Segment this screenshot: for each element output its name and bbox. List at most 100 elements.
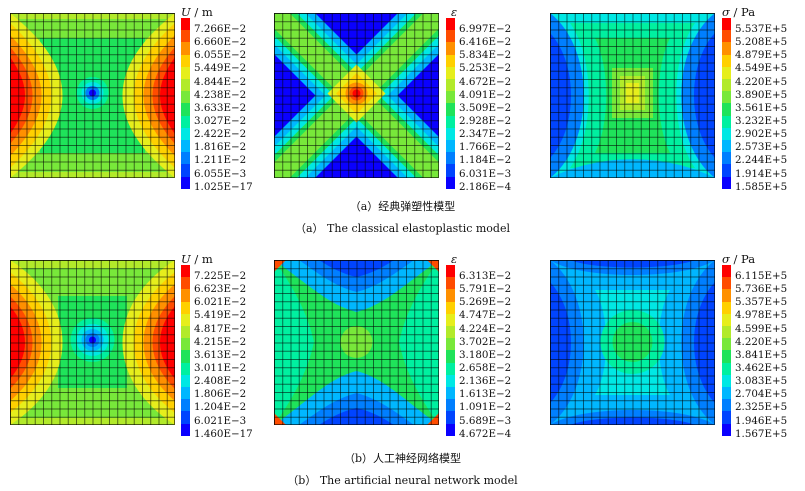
legend-tick-label: 3.462E+5 [735,361,788,374]
legend-swatch [181,313,190,327]
legend-swatch [181,140,190,153]
legend-tick-label: 6.313E−2 [459,270,512,282]
legend-swatch [722,140,731,153]
legend-a-displacement: U / m 7.266E−2 6.660E−2 6.055E−2 5.449E−2 4.… [181,5,261,192]
legend-swatch [446,54,455,68]
legend-swatch [446,338,455,351]
legend-tick-label: 6.031E−3 [459,167,512,180]
caption-b-chinese: （b）人工神经网络模型 [343,452,462,465]
legend-tick-label: 3.561E+5 [735,101,788,114]
legend-swatch [181,127,190,141]
legend-tick-label: 6.021E−2 [194,296,247,309]
legend-swatch [446,91,455,104]
legend-swatch [722,42,731,56]
legend-swatch [722,277,731,290]
legend-tick-label: 3.232E+5 [735,114,788,127]
legend-swatch [722,362,731,376]
legend-tick-label: 2.325E+5 [735,401,788,414]
legend-swatch [722,30,731,43]
legend-swatch [722,127,731,141]
legend-tick-label: 2.928E−2 [459,114,512,127]
caption-b-english: （b） The artificial neural network model [287,474,518,487]
legend-swatch [722,313,731,327]
legend-b-displacement: U / m 7.225E−2 6.623E−2 6.021E−2 5.419E−2 4.… [181,252,261,439]
legend-tick-label: 1.211E−2 [194,154,247,167]
legend-tick-label: 2.186E−4 [459,180,512,193]
legend-swatch [722,350,731,364]
legend-title: U / m [181,252,213,266]
legend-tick-label: 6.416E−2 [459,36,512,49]
legend-tick-label: 2.658E−2 [459,361,512,374]
legend-swatch [722,423,731,437]
legend-swatch [181,152,190,165]
legend-swatch [181,54,190,68]
legend-swatch [181,374,190,388]
legend-swatch [446,30,455,43]
legend-tick-label: 4.091E−2 [459,88,512,101]
legend-swatch [446,362,455,376]
legend-swatch [722,326,731,339]
legend-tick-label: 1.091E−2 [459,401,512,414]
legend-swatch [722,152,731,165]
legend-swatch [181,265,190,278]
legend-tick-label: 5.834E−2 [459,49,512,62]
legend-swatch [181,289,190,303]
legend-tick-label: 5.253E−2 [459,62,512,75]
legend-swatch [446,164,455,178]
legend-swatch [722,79,731,92]
legend-swatch [722,164,731,178]
legend-tick-label: 4.599E+5 [735,322,788,335]
legend-tick-label: 1.204E−2 [194,401,247,414]
legend-tick-label: 1.816E−2 [194,141,247,154]
legend-tick-label: 3.509E−2 [459,101,512,114]
legend-swatch [722,54,731,68]
legend-tick-label: 5.449E−2 [194,62,247,75]
legend-tick-label: 4.672E−2 [459,75,512,88]
legend-swatch [722,176,731,190]
legend-swatch [181,362,190,376]
legend-tick-label: 2.422E−2 [194,128,247,141]
legend-tick-label: 4.215E−2 [194,335,247,348]
legend-tick-label: 1.806E−2 [194,388,247,401]
legend-swatch [446,301,455,315]
legend-tick-label: 6.115E+5 [735,270,788,282]
legend-tick-label: 4.224E−2 [459,322,512,335]
legend-swatch [722,338,731,351]
legend-swatch [181,399,190,412]
legend-swatch [446,140,455,153]
legend-tick-label: 4.672E−4 [459,427,512,440]
legend-tick-label: 3.633E−2 [194,101,247,114]
legend-tick-label: 4.747E−2 [459,309,512,322]
legend-tick-label: 3.011E−2 [194,361,247,374]
legend-tick-label: 4.220E+5 [735,75,788,88]
legend-tick-label: 2.244E+5 [735,154,788,167]
legend-tick-label: 3.027E−2 [194,114,247,127]
legend-tick-label: 1.613E−2 [459,388,512,401]
legend-title: σ / Pa [722,5,756,19]
legend-swatch [722,301,731,315]
legend-tick-label: 5.537E+5 [735,23,788,35]
legend-title: ε [451,252,458,266]
legend-swatch [722,289,731,303]
legend-tick-label: 2.408E−2 [194,375,247,388]
legend-swatch [446,66,455,80]
legend-swatch [446,79,455,92]
legend-swatch [722,18,731,31]
legend-swatch [446,387,455,400]
legend-swatch [181,326,190,339]
legend-swatch [722,91,731,104]
legend-swatch [722,387,731,400]
legend-swatch [181,42,190,56]
legend-tick-label: 7.225E−2 [194,270,247,282]
legend-swatch [722,399,731,412]
legend-tick-label: 4.978E+5 [735,309,788,322]
legend-swatch [181,91,190,104]
contour-plot-b-displacement [10,260,175,425]
legend-swatch [722,374,731,388]
legend-tick-label: 5.736E+5 [735,283,788,296]
contour-plot-a-strain [274,13,439,178]
legend-tick-label: 5.208E+5 [735,36,788,49]
legend-swatch [446,423,455,437]
legend-tick-label: 1.567E+5 [735,427,788,440]
legend-tick-label: 2.704E+5 [735,388,788,401]
